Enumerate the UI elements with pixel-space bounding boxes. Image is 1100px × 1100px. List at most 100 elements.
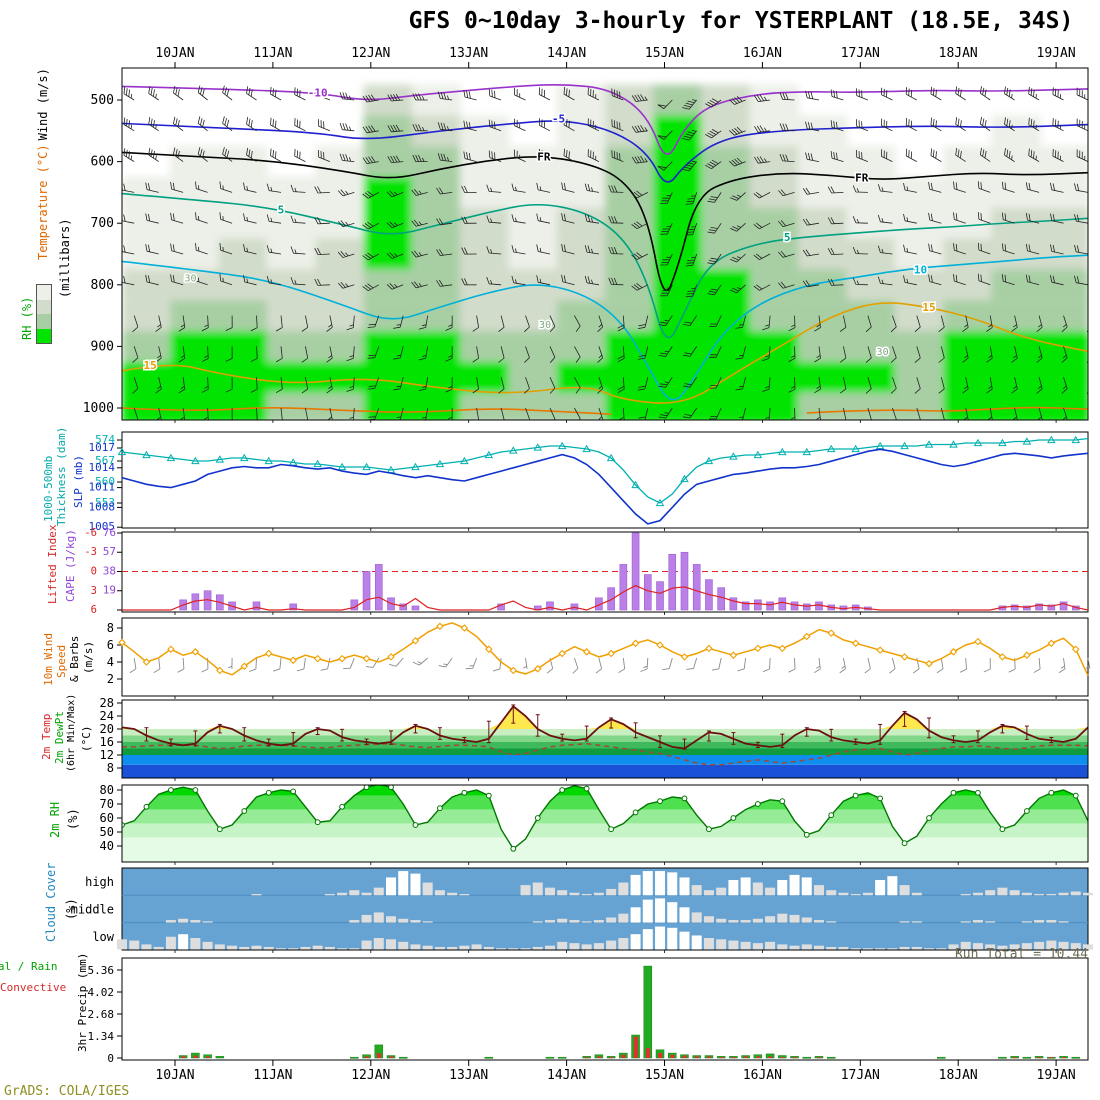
thickness-axis-label-1: 1000-500mb	[42, 455, 55, 522]
svg-text:30: 30	[539, 320, 551, 331]
rh-shading	[122, 84, 1088, 420]
rh-colorbar-cell-70	[37, 314, 51, 329]
rh-colorbar-cell-30	[37, 285, 51, 300]
svg-text:28: 28	[100, 696, 114, 710]
svg-text:-10: -10	[308, 87, 328, 100]
cloud-pct-axis-label: (%)	[64, 898, 78, 920]
rh2m-axis-label: 2m RH	[48, 801, 62, 838]
svg-text:18JAN: 18JAN	[939, 1068, 978, 1083]
svg-text:38: 38	[103, 564, 116, 577]
svg-text:15JAN: 15JAN	[645, 1068, 684, 1083]
svg-text:16: 16	[100, 735, 114, 749]
wind10-axis-label-4: (m/s)	[82, 640, 95, 674]
svg-text:16JAN: 16JAN	[743, 46, 782, 61]
rh2m-pct-axis-label: (%)	[66, 808, 80, 830]
svg-text:50: 50	[100, 825, 114, 839]
svg-text:high: high	[85, 875, 114, 889]
svg-text:6: 6	[107, 638, 114, 652]
svg-text:19: 19	[103, 584, 116, 597]
grads-footer: GrADS: COLA/IGES	[4, 1084, 130, 1099]
svg-text:16JAN: 16JAN	[743, 1068, 782, 1083]
svg-text:1.34: 1.34	[88, 1030, 115, 1043]
slp-thickness-panel	[117, 431, 1089, 529]
svg-text:low: low	[92, 930, 114, 944]
svg-text:-6: -6	[84, 527, 97, 539]
svg-text:11JAN: 11JAN	[253, 1068, 292, 1083]
svg-text:30: 30	[877, 347, 889, 358]
svg-text:0: 0	[91, 566, 97, 578]
svg-text:5: 5	[278, 204, 285, 217]
svg-text:13JAN: 13JAN	[449, 46, 488, 61]
svg-text:14JAN: 14JAN	[547, 1068, 586, 1083]
cross-section-axis-label: Temperature (°C) Wind (m/s)	[36, 66, 50, 262]
wind-axis-label: Wind (m/s)	[36, 68, 50, 141]
svg-text:11JAN: 11JAN	[253, 46, 292, 61]
svg-text:24: 24	[100, 709, 114, 723]
cape-axis-label: CAPE (J/kg)	[64, 529, 77, 602]
cloud-cover-panel	[117, 867, 1093, 951]
svg-text:1017: 1017	[89, 441, 116, 454]
svg-text:57: 57	[103, 545, 116, 558]
wind10-axis-label-3: & Barbs	[68, 635, 81, 682]
rh2m-panel	[121, 784, 1089, 863]
rh-colorbar	[36, 284, 52, 344]
svg-text:12JAN: 12JAN	[351, 1068, 390, 1083]
svg-text:70: 70	[100, 797, 114, 811]
svg-text:12: 12	[100, 748, 114, 762]
svg-text:FR: FR	[855, 172, 869, 185]
svg-text:40: 40	[100, 839, 114, 853]
cross-section-panel: -10 -5 FR FR 5 5 10 15 15 30 30 30	[121, 67, 1089, 421]
svg-text:12JAN: 12JAN	[351, 46, 390, 61]
svg-text:FR: FR	[537, 151, 551, 164]
dewpt-axis-label: 2m DewPt	[53, 711, 66, 764]
degc-axis-label: (°C)	[80, 725, 93, 753]
svg-text:6: 6	[91, 604, 97, 616]
cloud-cover-axis-label: Cloud Cover	[44, 862, 58, 942]
svg-text:4.02: 4.02	[88, 986, 115, 999]
svg-text:600: 600	[91, 155, 114, 170]
svg-text:15: 15	[922, 301, 935, 314]
svg-text:1014: 1014	[89, 461, 116, 474]
precip-panel	[121, 957, 1089, 1061]
svg-text:60: 60	[100, 811, 114, 825]
svg-text:560: 560	[95, 475, 115, 488]
svg-text:-3: -3	[84, 546, 97, 558]
upper-wind-barbs	[122, 85, 1088, 420]
svg-text:574: 574	[95, 433, 115, 446]
svg-text:13JAN: 13JAN	[449, 1068, 488, 1083]
slp-axis-label: SLP (mb)	[72, 455, 85, 508]
svg-text:567: 567	[95, 454, 115, 467]
svg-text:1011: 1011	[89, 481, 116, 494]
thickness-axis-label-2: Thickness (dam)	[55, 426, 68, 526]
svg-text:800: 800	[91, 278, 114, 293]
wind10-panel	[118, 617, 1091, 697]
svg-text:15: 15	[143, 359, 156, 372]
svg-text:553: 553	[95, 496, 115, 509]
li-cape-panel	[121, 531, 1089, 613]
temperature-axis-label: Temperature (°C)	[36, 144, 50, 260]
svg-text:500: 500	[91, 93, 114, 108]
svg-text:1000: 1000	[83, 401, 114, 416]
svg-text:80: 80	[100, 783, 114, 797]
rh-colorbar-cell-90	[37, 328, 51, 343]
svg-text:17JAN: 17JAN	[841, 1068, 880, 1083]
svg-text:30: 30	[184, 274, 196, 285]
svg-text:1005: 1005	[89, 520, 116, 533]
svg-text:-5: -5	[552, 112, 565, 125]
axis-labels: 5006007008009001000574567560553101710141…	[71, 93, 122, 1065]
svg-text:10JAN: 10JAN	[155, 1068, 194, 1083]
svg-text:0: 0	[107, 1052, 114, 1065]
svg-text:8: 8	[107, 621, 114, 635]
svg-text:8: 8	[107, 761, 114, 775]
temp2m-axis-label: 2m Temp	[40, 713, 53, 760]
millibars-axis-label: (millibars)	[58, 218, 72, 298]
svg-text:10: 10	[914, 263, 927, 276]
chart-title: GFS 0~10day 3-hourly for YSTERPLANT (18.…	[408, 8, 1074, 34]
wind10-axis-label-2: Speed	[55, 644, 68, 678]
svg-text:middle: middle	[71, 903, 114, 917]
time-axis: 10JAN 10JAN 11JAN 11JAN 12JAN 12JAN 13JAN 13JAN…	[155, 46, 1075, 1083]
svg-text:900: 900	[91, 339, 114, 354]
svg-text:5.36: 5.36	[88, 964, 115, 977]
